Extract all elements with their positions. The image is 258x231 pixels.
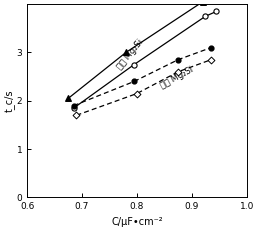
Point bbox=[66, 97, 70, 100]
Point bbox=[176, 70, 180, 74]
Point bbox=[74, 113, 78, 117]
Text: 棒状 Mg₂Si: 棒状 Mg₂Si bbox=[115, 37, 145, 71]
Point bbox=[201, 0, 205, 4]
Y-axis label: t_c/s: t_c/s bbox=[4, 90, 15, 112]
Text: 针状 Mg₂Si: 针状 Mg₂Si bbox=[158, 66, 194, 91]
Point bbox=[132, 80, 136, 83]
Point bbox=[203, 14, 207, 18]
Point bbox=[72, 106, 76, 110]
Point bbox=[176, 58, 180, 62]
Point bbox=[72, 104, 76, 107]
Point bbox=[135, 92, 139, 95]
Point bbox=[214, 9, 219, 13]
Point bbox=[124, 51, 128, 54]
Point bbox=[209, 46, 213, 49]
Point bbox=[132, 63, 136, 66]
Point bbox=[209, 58, 213, 62]
X-axis label: C/μF•cm⁻²: C/μF•cm⁻² bbox=[111, 217, 163, 227]
